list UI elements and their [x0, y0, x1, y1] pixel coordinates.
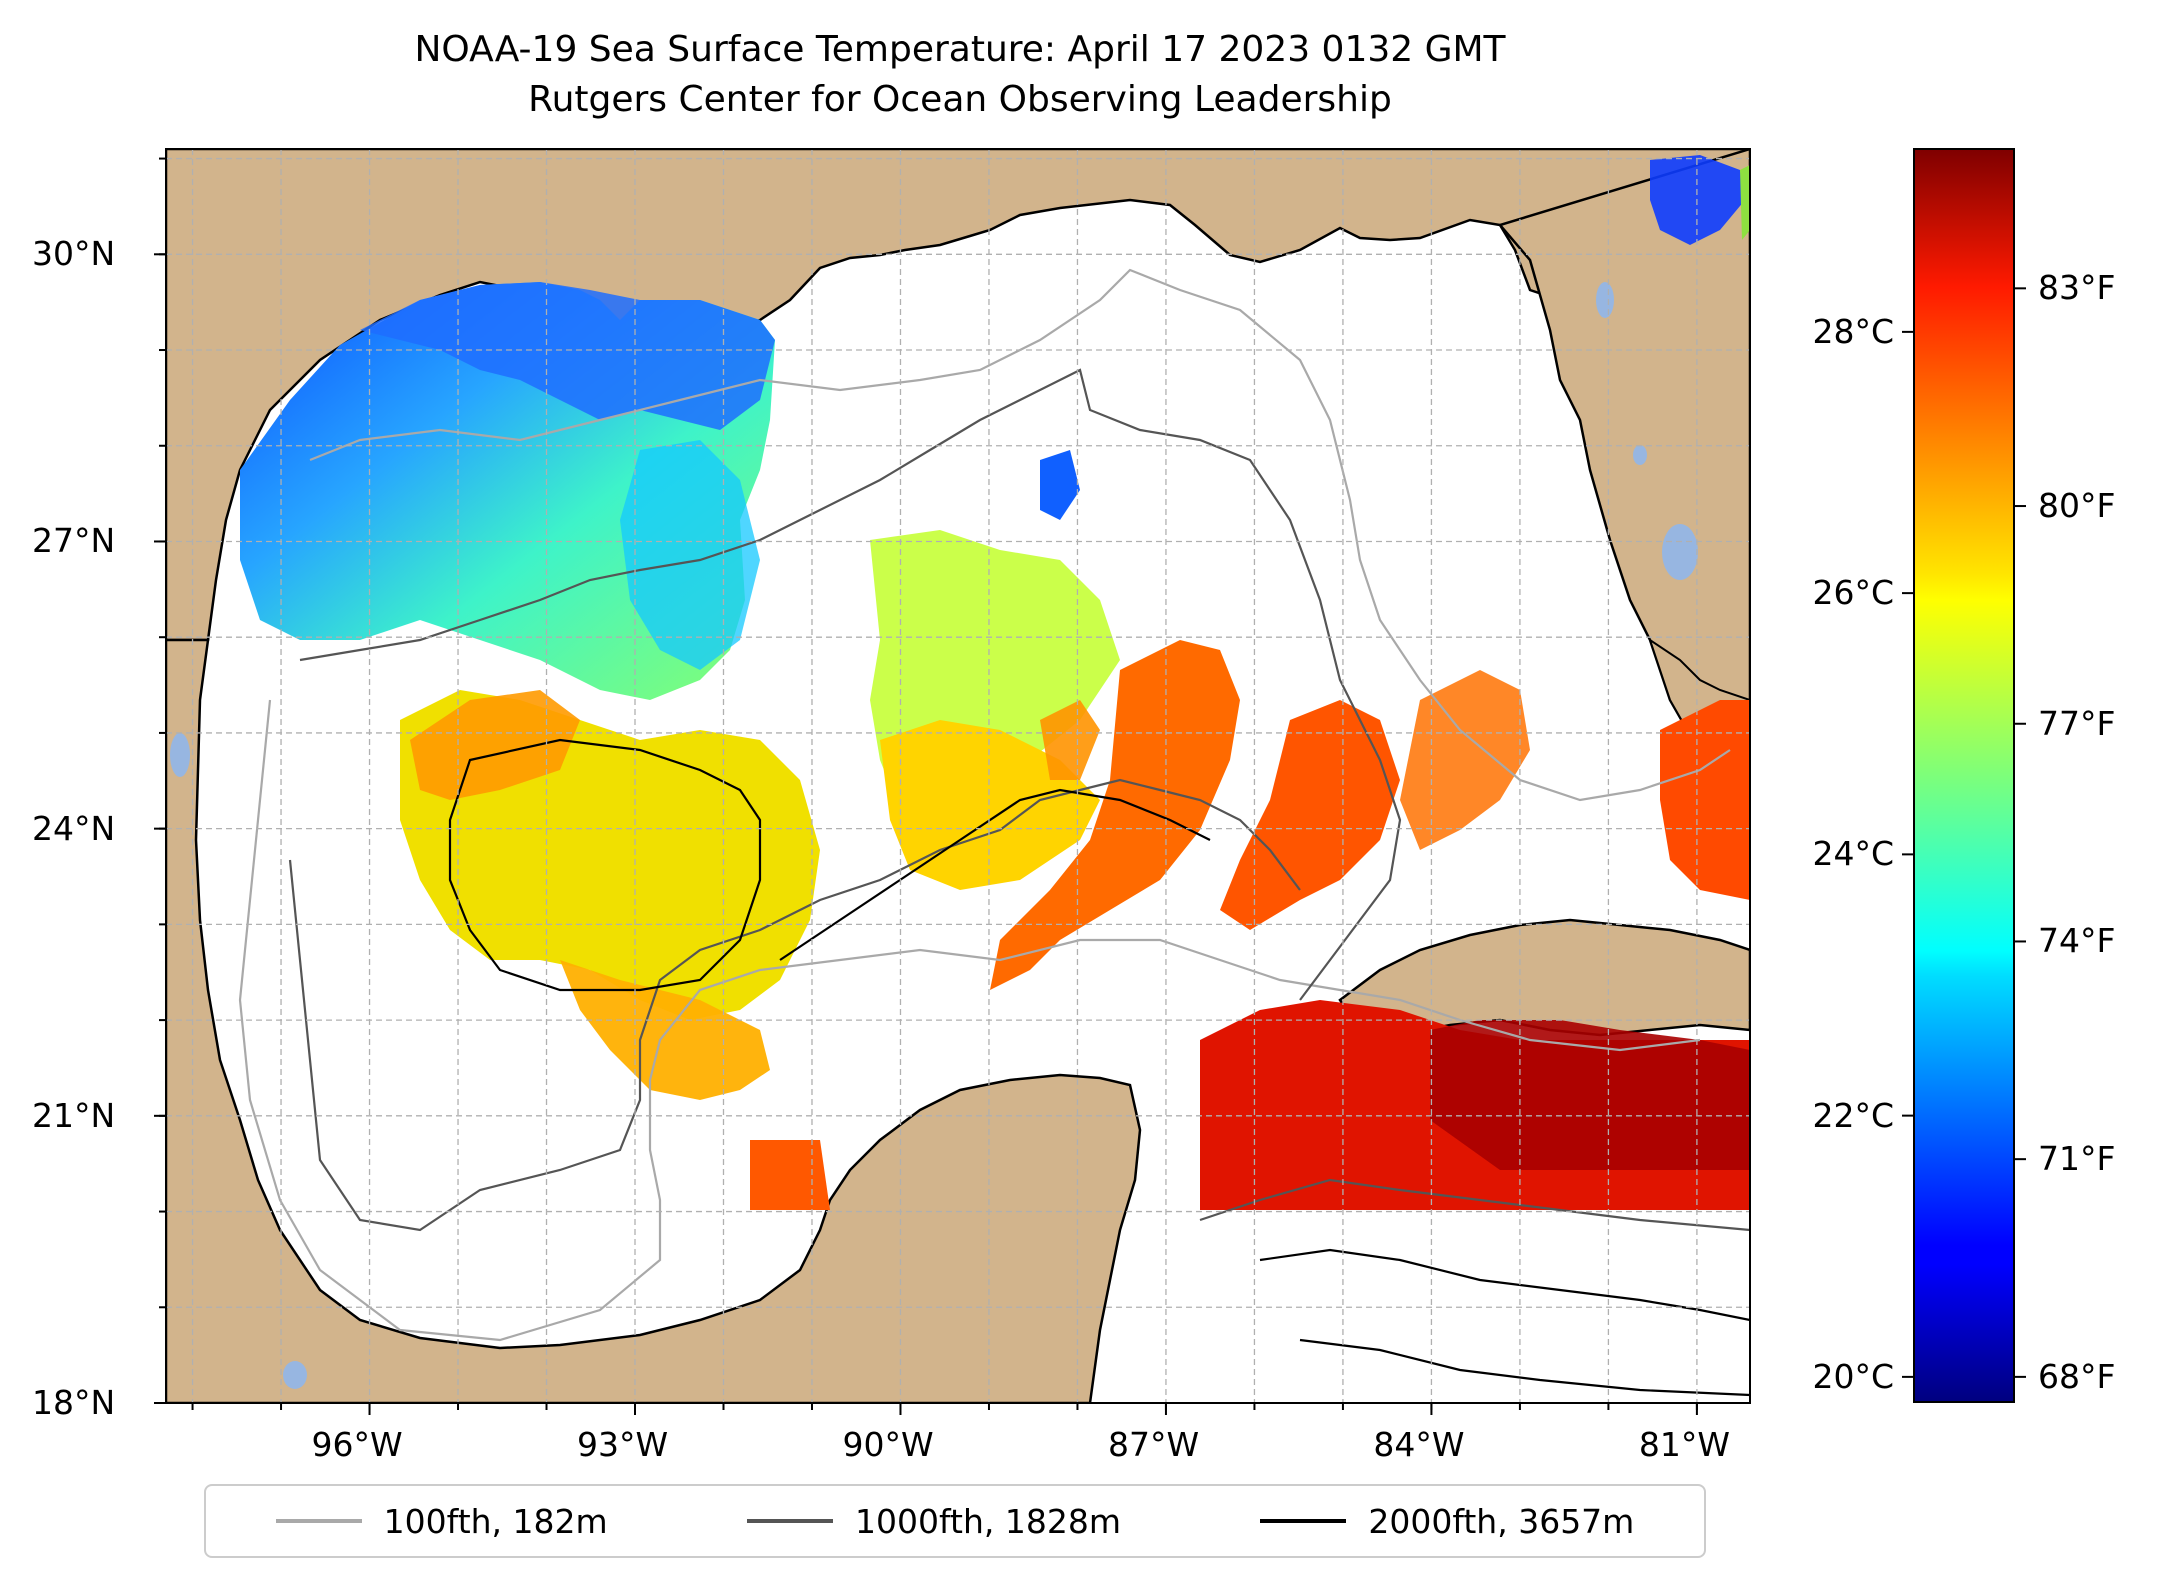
- map-frame: [165, 148, 1751, 1404]
- lat-label: 21°N: [32, 1095, 116, 1135]
- sst-field: [240, 155, 1750, 1210]
- map-subtitle: Rutgers Center for Ocean Observing Leade…: [528, 79, 1392, 120]
- lon-label: 96°W: [311, 1425, 403, 1464]
- lake-okeechobee: [1662, 524, 1698, 580]
- legend-line-1000fth: [747, 1519, 834, 1523]
- lake: [1596, 282, 1614, 318]
- colorbar-celsius-label: 24°C: [1812, 834, 1894, 874]
- colorbar-fahrenheit-label: 68°F: [2038, 1356, 2116, 1396]
- colorbar-fahrenheit-label: 80°F: [2038, 486, 2116, 526]
- lake: [1633, 445, 1647, 465]
- legend-label-100fth: 100fth, 182m: [383, 1501, 608, 1541]
- colorbar-celsius-label: 28°C: [1812, 311, 1894, 351]
- colorbar-fahrenheit-label: 74°F: [2038, 921, 2116, 961]
- lon-label: 81°W: [1638, 1425, 1731, 1464]
- colorbar-celsius-label: 20°C: [1812, 1356, 1894, 1396]
- lon-label: 87°W: [1107, 1425, 1200, 1464]
- colorbar-fahrenheit-label: 77°F: [2038, 703, 2116, 743]
- colorbar-fahrenheit-label: 71°F: [2038, 1139, 2116, 1179]
- colorbar-ticks: [1902, 287, 2026, 1378]
- legend-line-100fth: [275, 1519, 362, 1523]
- colorbar-celsius-label: 26°C: [1812, 573, 1894, 613]
- legend-label-1000fth: 1000fth, 1828m: [855, 1501, 1121, 1541]
- legend-line-2000fth: [1260, 1519, 1347, 1523]
- map-ticks: [154, 157, 1698, 1415]
- lat-label: 30°N: [32, 234, 116, 274]
- legend-item-2000fth: 2000fth, 3657m: [1260, 1502, 1634, 1541]
- lake: [170, 733, 190, 777]
- lon-label: 84°W: [1373, 1425, 1465, 1464]
- land-mexico: [166, 638, 1142, 1403]
- legend-item-1000fth: 1000fth, 1828m: [747, 1502, 1121, 1541]
- legend-item-100fth: 100fth, 182m: [275, 1501, 608, 1541]
- gridlines: [166, 149, 1750, 1403]
- depth-legend: 100fth, 182m 1000fth, 1828m 2000fth, 365…: [204, 1484, 1706, 1558]
- lon-label: 90°W: [842, 1425, 934, 1464]
- lat-label: 24°N: [32, 808, 116, 848]
- lat-label: 18°N: [32, 1383, 116, 1422]
- colorbar-fahrenheit-label: 83°F: [2038, 268, 2116, 308]
- map-title: NOAA-19 Sea Surface Temperature: April 1…: [414, 29, 1506, 70]
- legend-label-2000fth: 2000fth, 3657m: [1368, 1501, 1635, 1541]
- colorbar: [1913, 148, 2015, 1403]
- land-cuba: [1338, 918, 1750, 1037]
- lat-label: 27°N: [32, 521, 116, 561]
- depth-contours: [238, 268, 1750, 1397]
- lon-label: 93°W: [577, 1425, 669, 1464]
- colorbar-celsius-label: 22°C: [1812, 1095, 1894, 1135]
- lake: [283, 1361, 307, 1389]
